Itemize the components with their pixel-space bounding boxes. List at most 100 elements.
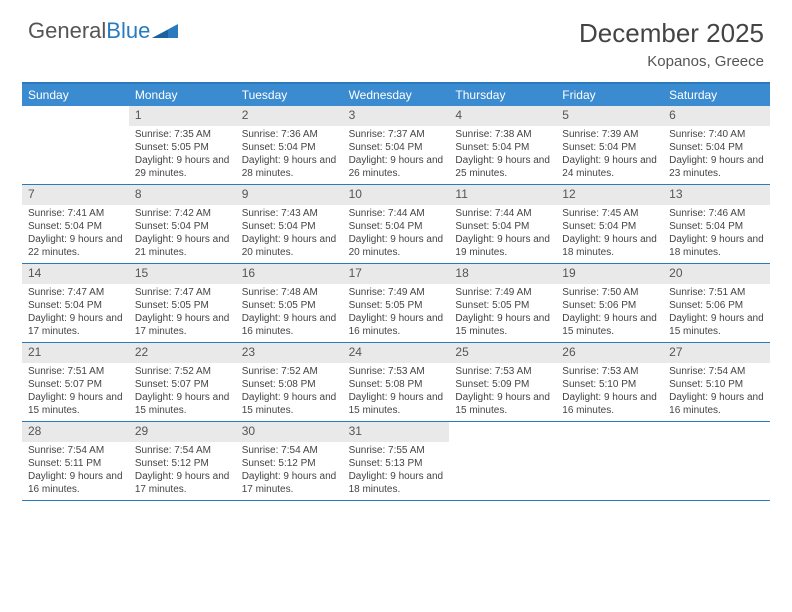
sunset-text: Sunset: 5:04 PM [562,141,657,154]
sunset-text: Sunset: 5:04 PM [669,220,764,233]
day-body: Sunrise: 7:52 AMSunset: 5:08 PMDaylight:… [236,363,343,421]
day-header-cell: Sunday [22,84,129,106]
day-cell: 14Sunrise: 7:47 AMSunset: 5:04 PMDayligh… [22,264,129,342]
day-body: Sunrise: 7:37 AMSunset: 5:04 PMDaylight:… [343,126,450,184]
sunset-text: Sunset: 5:11 PM [28,457,123,470]
day-body: Sunrise: 7:51 AMSunset: 5:06 PMDaylight:… [663,284,770,342]
day-number: 27 [663,343,770,363]
day-body: Sunrise: 7:39 AMSunset: 5:04 PMDaylight:… [556,126,663,184]
daylight-text: Daylight: 9 hours and 17 minutes. [135,470,230,496]
day-body: Sunrise: 7:44 AMSunset: 5:04 PMDaylight:… [343,205,450,263]
sunrise-text: Sunrise: 7:38 AM [455,128,550,141]
week-row: 21Sunrise: 7:51 AMSunset: 5:07 PMDayligh… [22,343,770,422]
daylight-text: Daylight: 9 hours and 15 minutes. [135,391,230,417]
day-body: Sunrise: 7:54 AMSunset: 5:10 PMDaylight:… [663,363,770,421]
day-cell [22,106,129,184]
day-body: Sunrise: 7:54 AMSunset: 5:12 PMDaylight:… [236,442,343,500]
day-number: 6 [663,106,770,126]
day-body: Sunrise: 7:49 AMSunset: 5:05 PMDaylight:… [449,284,556,342]
day-cell: 15Sunrise: 7:47 AMSunset: 5:05 PMDayligh… [129,264,236,342]
day-cell [556,422,663,500]
sunrise-text: Sunrise: 7:35 AM [135,128,230,141]
day-body: Sunrise: 7:46 AMSunset: 5:04 PMDaylight:… [663,205,770,263]
day-body: Sunrise: 7:48 AMSunset: 5:05 PMDaylight:… [236,284,343,342]
sunrise-text: Sunrise: 7:49 AM [455,286,550,299]
day-cell: 6Sunrise: 7:40 AMSunset: 5:04 PMDaylight… [663,106,770,184]
day-cell: 21Sunrise: 7:51 AMSunset: 5:07 PMDayligh… [22,343,129,421]
sunset-text: Sunset: 5:04 PM [349,220,444,233]
day-number: 26 [556,343,663,363]
title-block: December 2025 Kopanos, Greece [579,18,764,70]
day-cell: 7Sunrise: 7:41 AMSunset: 5:04 PMDaylight… [22,185,129,263]
day-body: Sunrise: 7:38 AMSunset: 5:04 PMDaylight:… [449,126,556,184]
sunset-text: Sunset: 5:04 PM [135,220,230,233]
daylight-text: Daylight: 9 hours and 21 minutes. [135,233,230,259]
day-number: 10 [343,185,450,205]
day-body: Sunrise: 7:41 AMSunset: 5:04 PMDaylight:… [22,205,129,263]
day-number: 7 [22,185,129,205]
day-number: 15 [129,264,236,284]
sunrise-text: Sunrise: 7:53 AM [455,365,550,378]
day-header-cell: Tuesday [236,84,343,106]
sunrise-text: Sunrise: 7:54 AM [135,444,230,457]
day-number: 21 [22,343,129,363]
day-body: Sunrise: 7:52 AMSunset: 5:07 PMDaylight:… [129,363,236,421]
day-cell: 4Sunrise: 7:38 AMSunset: 5:04 PMDaylight… [449,106,556,184]
daylight-text: Daylight: 9 hours and 15 minutes. [455,391,550,417]
daylight-text: Daylight: 9 hours and 19 minutes. [455,233,550,259]
day-number: 8 [129,185,236,205]
day-number: 11 [449,185,556,205]
sunset-text: Sunset: 5:04 PM [455,141,550,154]
daylight-text: Daylight: 9 hours and 15 minutes. [28,391,123,417]
day-body: Sunrise: 7:51 AMSunset: 5:07 PMDaylight:… [22,363,129,421]
day-header-row: SundayMondayTuesdayWednesdayThursdayFrid… [22,84,770,106]
sunset-text: Sunset: 5:12 PM [135,457,230,470]
sunrise-text: Sunrise: 7:45 AM [562,207,657,220]
daylight-text: Daylight: 9 hours and 28 minutes. [242,154,337,180]
day-number: 25 [449,343,556,363]
day-number: 3 [343,106,450,126]
sunset-text: Sunset: 5:06 PM [669,299,764,312]
sunset-text: Sunset: 5:05 PM [135,299,230,312]
daylight-text: Daylight: 9 hours and 15 minutes. [242,391,337,417]
sunrise-text: Sunrise: 7:48 AM [242,286,337,299]
day-body: Sunrise: 7:47 AMSunset: 5:05 PMDaylight:… [129,284,236,342]
sunrise-text: Sunrise: 7:40 AM [669,128,764,141]
day-cell: 3Sunrise: 7:37 AMSunset: 5:04 PMDaylight… [343,106,450,184]
day-cell: 11Sunrise: 7:44 AMSunset: 5:04 PMDayligh… [449,185,556,263]
day-cell: 13Sunrise: 7:46 AMSunset: 5:04 PMDayligh… [663,185,770,263]
sunset-text: Sunset: 5:05 PM [242,299,337,312]
sunrise-text: Sunrise: 7:53 AM [562,365,657,378]
day-body: Sunrise: 7:53 AMSunset: 5:09 PMDaylight:… [449,363,556,421]
logo-text-blue: Blue [106,18,150,44]
daylight-text: Daylight: 9 hours and 24 minutes. [562,154,657,180]
sunrise-text: Sunrise: 7:52 AM [135,365,230,378]
sunrise-text: Sunrise: 7:44 AM [455,207,550,220]
sunrise-text: Sunrise: 7:54 AM [669,365,764,378]
sunset-text: Sunset: 5:04 PM [242,141,337,154]
day-cell: 12Sunrise: 7:45 AMSunset: 5:04 PMDayligh… [556,185,663,263]
sunset-text: Sunset: 5:06 PM [562,299,657,312]
day-number [556,422,663,426]
sunset-text: Sunset: 5:13 PM [349,457,444,470]
daylight-text: Daylight: 9 hours and 23 minutes. [669,154,764,180]
day-cell: 18Sunrise: 7:49 AMSunset: 5:05 PMDayligh… [449,264,556,342]
day-cell: 30Sunrise: 7:54 AMSunset: 5:12 PMDayligh… [236,422,343,500]
sunset-text: Sunset: 5:10 PM [669,378,764,391]
header: GeneralBlue December 2025 Kopanos, Greec… [0,0,792,74]
day-number: 24 [343,343,450,363]
day-body: Sunrise: 7:40 AMSunset: 5:04 PMDaylight:… [663,126,770,184]
sunset-text: Sunset: 5:04 PM [562,220,657,233]
day-number [663,422,770,426]
day-body: Sunrise: 7:50 AMSunset: 5:06 PMDaylight:… [556,284,663,342]
sunrise-text: Sunrise: 7:44 AM [349,207,444,220]
daylight-text: Daylight: 9 hours and 18 minutes. [562,233,657,259]
daylight-text: Daylight: 9 hours and 15 minutes. [669,312,764,338]
sunrise-text: Sunrise: 7:37 AM [349,128,444,141]
day-cell: 16Sunrise: 7:48 AMSunset: 5:05 PMDayligh… [236,264,343,342]
sunset-text: Sunset: 5:05 PM [349,299,444,312]
day-cell: 2Sunrise: 7:36 AMSunset: 5:04 PMDaylight… [236,106,343,184]
sunrise-text: Sunrise: 7:53 AM [349,365,444,378]
daylight-text: Daylight: 9 hours and 17 minutes. [242,470,337,496]
sunset-text: Sunset: 5:09 PM [455,378,550,391]
